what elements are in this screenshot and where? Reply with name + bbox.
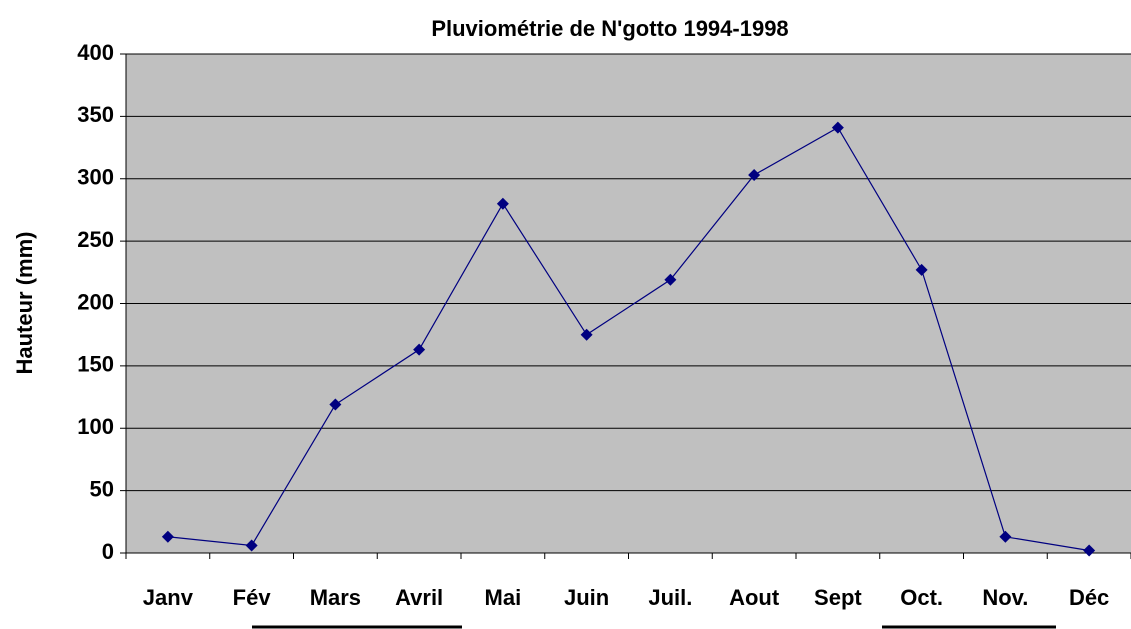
data-point — [999, 530, 1012, 543]
y-axis-label: Hauteur (mm) — [12, 231, 37, 374]
y-tick-label: 350 — [77, 102, 114, 127]
x-tick-label: Juil. — [648, 585, 692, 610]
x-tick-label: Sept — [814, 585, 862, 610]
data-point — [580, 328, 593, 341]
y-tick-label: 300 — [77, 165, 114, 190]
y-tick-label: 400 — [77, 40, 114, 65]
y-tick-label: 100 — [77, 414, 114, 439]
x-tick-label: Aout — [729, 585, 780, 610]
x-tick-label: Avril — [395, 585, 443, 610]
data-point — [413, 343, 426, 356]
data-point — [329, 398, 342, 411]
x-tick-label: Oct. — [900, 585, 943, 610]
y-tick-label: 150 — [77, 352, 114, 377]
data-point — [496, 197, 509, 210]
data-point — [245, 539, 258, 552]
x-tick-label: Nov. — [982, 585, 1028, 610]
x-tick-label: Déc — [1069, 585, 1109, 610]
data-point — [831, 121, 844, 134]
x-tick-label: Juin — [564, 585, 609, 610]
y-tick-label: 200 — [77, 289, 114, 314]
y-tick-label: 250 — [77, 227, 114, 252]
data-point — [161, 530, 174, 543]
x-tick-label: Fév — [233, 585, 272, 610]
data-point — [748, 169, 761, 182]
y-tick-label: 50 — [90, 476, 114, 501]
series-line — [167, 126, 1090, 552]
data-point — [664, 273, 677, 286]
x-tick-label: Janv — [143, 585, 194, 610]
data-point — [1083, 544, 1096, 557]
x-tick-label: Mars — [310, 585, 361, 610]
x-tick-label: Mai — [485, 585, 522, 610]
y-tick-label: 0 — [102, 539, 114, 564]
data-point — [915, 263, 928, 276]
chart-title: Pluviométrie de N'gotto 1994-1998 — [431, 16, 788, 41]
